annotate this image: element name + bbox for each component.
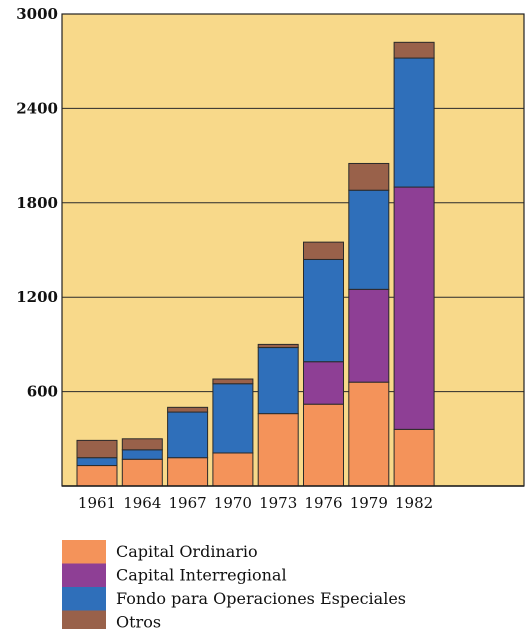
legend-swatch bbox=[62, 610, 106, 629]
x-tick-label: 1970 bbox=[214, 494, 252, 512]
y-tick-label: 1200 bbox=[16, 288, 58, 306]
y-axis-ticks: 600 1200 1800 2400 3000 bbox=[16, 5, 58, 401]
gridlines bbox=[62, 107, 524, 393]
bar-segment bbox=[121, 458, 163, 487]
bar-segment bbox=[257, 413, 299, 487]
bar-segment bbox=[167, 411, 209, 459]
bars bbox=[76, 41, 435, 487]
bar-segment bbox=[393, 428, 435, 487]
x-tick-label: 1967 bbox=[169, 494, 207, 512]
bar-stack-1967 bbox=[167, 406, 209, 487]
legend-label: Capital Interregional bbox=[116, 566, 287, 585]
bar-stack-1970 bbox=[212, 378, 254, 487]
y-tick-label: 1800 bbox=[16, 194, 58, 212]
legend-label: Capital Ordinario bbox=[116, 542, 258, 561]
x-tick-label: 1979 bbox=[350, 494, 388, 512]
bar-segment bbox=[212, 378, 254, 385]
x-axis-ticks: 1961 1964 1967 1970 1973 1976 1979 1982 bbox=[78, 494, 433, 512]
legend-label: Otros bbox=[116, 613, 161, 629]
bar-segment bbox=[76, 465, 118, 487]
bar-stack-1973 bbox=[257, 343, 299, 487]
bar-segment bbox=[212, 452, 254, 487]
bar-segment bbox=[257, 343, 299, 349]
bar-segment bbox=[348, 189, 390, 290]
bar-stack-1979 bbox=[348, 162, 390, 487]
bar-segment bbox=[303, 258, 344, 363]
bar-segment bbox=[348, 381, 390, 487]
bar-segment bbox=[393, 186, 435, 430]
bar-stack-1982 bbox=[393, 41, 435, 487]
legend: Capital Ordinario Capital Interregional Fo… bbox=[62, 540, 406, 629]
x-tick-label: 1961 bbox=[78, 494, 116, 512]
legend-swatch bbox=[62, 587, 106, 611]
bar-stack-1961 bbox=[76, 439, 118, 487]
bar-stack-1964 bbox=[121, 438, 163, 487]
bar-segment bbox=[257, 347, 299, 415]
legend-swatch bbox=[62, 563, 106, 587]
bar-segment bbox=[167, 406, 209, 413]
bar-segment bbox=[303, 361, 344, 405]
bar-segment bbox=[303, 403, 344, 487]
y-tick-label: 2400 bbox=[16, 99, 58, 117]
bar-segment bbox=[393, 57, 435, 188]
x-tick-label: 1964 bbox=[123, 494, 161, 512]
bar-segment bbox=[121, 449, 163, 460]
bar-segment bbox=[348, 288, 390, 383]
bar-segment bbox=[393, 41, 435, 59]
bar-segment bbox=[121, 438, 163, 451]
bar-segment bbox=[76, 439, 118, 459]
x-tick-label: 1982 bbox=[395, 494, 433, 512]
bar-stack-1976 bbox=[303, 241, 344, 487]
bar-segment bbox=[348, 162, 390, 191]
x-tick-label: 1976 bbox=[304, 494, 342, 512]
legend-label: Fondo para Operaciones Especiales bbox=[116, 589, 406, 608]
x-tick-label: 1973 bbox=[259, 494, 297, 512]
y-tick-label: 600 bbox=[27, 383, 58, 401]
plot-frame bbox=[61, 13, 525, 487]
y-tick-label: 3000 bbox=[16, 5, 58, 23]
bar-segment bbox=[167, 457, 209, 487]
bar-segment bbox=[212, 383, 254, 454]
legend-swatch bbox=[62, 540, 106, 564]
bar-segment bbox=[303, 241, 344, 260]
bar-segment bbox=[76, 457, 118, 467]
